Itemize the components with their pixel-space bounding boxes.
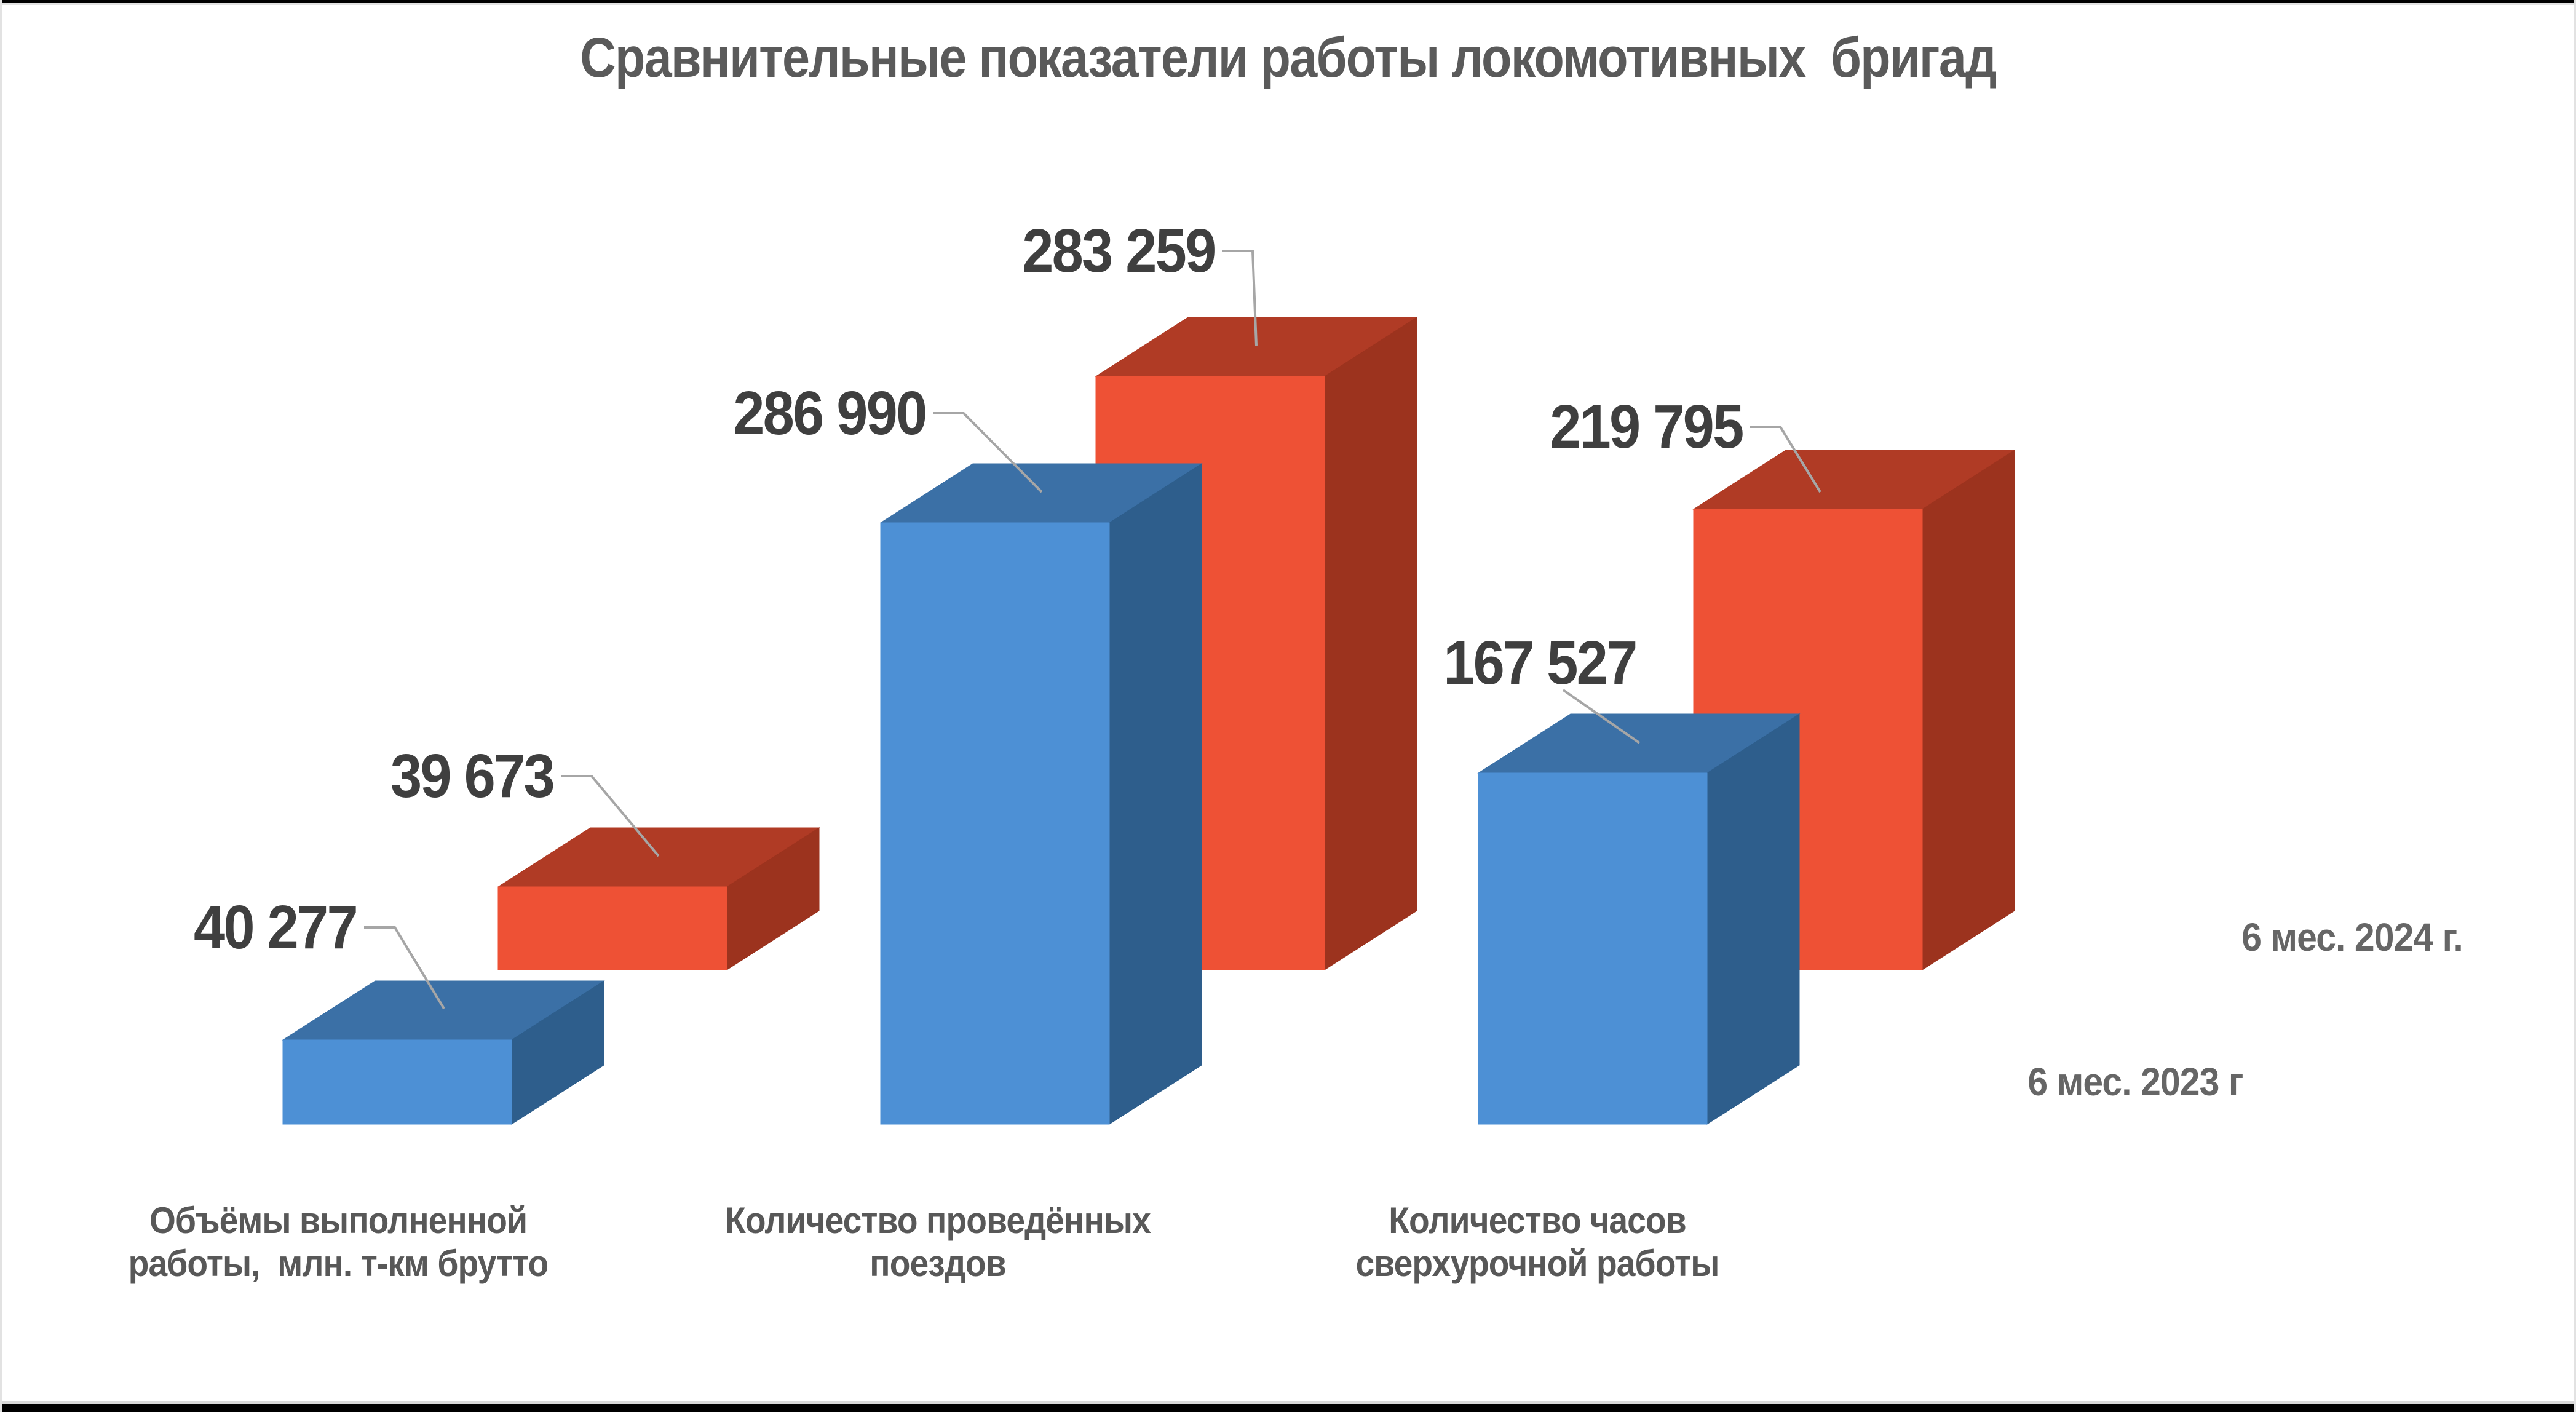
category-label-overtime: Количество часов сверхурочной работы bbox=[1141, 1199, 1933, 1285]
bar-2023-cat2-front-face bbox=[1478, 772, 1708, 1125]
category-label-volumes: Объёмы выполненной работы, млн. т-км бру… bbox=[0, 1199, 734, 1285]
value-leader-line bbox=[1222, 250, 1258, 346]
legend-2023-label: 6 мес. 2023 г bbox=[2027, 1060, 2243, 1104]
bar-2023-cat2-side-face bbox=[1706, 713, 1800, 1125]
chart-title: Сравнительные показатели работы локомоти… bbox=[580, 26, 1997, 89]
value-label-2023-cat0: 40 277 bbox=[194, 893, 359, 962]
value-label-2024-cat0: 39 673 bbox=[390, 742, 555, 811]
frame-border-top-inner bbox=[0, 3, 2576, 5]
category-label-line: поездов bbox=[870, 1243, 1006, 1284]
value-leader-line bbox=[1562, 689, 1641, 744]
frame-border-bottom-inner bbox=[0, 1401, 2576, 1404]
value-label-2024-cat1: 283 259 bbox=[1021, 216, 1216, 285]
category-label-line: Количество проведённых bbox=[725, 1200, 1151, 1241]
frame-border-bottom bbox=[0, 1404, 2576, 1412]
bar-2023-cat0-front-face bbox=[282, 1039, 512, 1125]
category-label-line: работы, млн. т-км брутто bbox=[128, 1243, 549, 1284]
bar-2024-cat1-side-face bbox=[1324, 317, 1417, 970]
value-label-2023-cat2: 167 527 bbox=[1443, 629, 1638, 697]
legend-2024-label: 6 мес. 2024 г. bbox=[2241, 915, 2463, 959]
value-leader-line bbox=[933, 412, 1043, 493]
value-leader-line bbox=[364, 926, 445, 1010]
value-label-2024-cat2: 219 795 bbox=[1549, 392, 1744, 461]
category-label-line: Количество часов bbox=[1389, 1200, 1686, 1241]
category-label-line: Объёмы выполненной bbox=[149, 1200, 528, 1241]
category-label-trains: Количество проведённых поездов bbox=[542, 1199, 1334, 1285]
category-label-line: сверхурочной работы bbox=[1355, 1243, 1720, 1284]
bar-2023-cat1-front-face bbox=[880, 522, 1110, 1125]
bar-2024-cat0-front-face bbox=[497, 886, 727, 970]
value-label-2023-cat1: 286 990 bbox=[732, 379, 927, 448]
frame-border-left bbox=[0, 0, 2, 1412]
frame-border-right bbox=[2574, 0, 2576, 1412]
value-leader-line bbox=[1750, 426, 1821, 493]
frame-border-top bbox=[0, 0, 2576, 3]
bar-2024-cat2-side-face bbox=[1922, 450, 2015, 970]
value-leader-line bbox=[561, 775, 660, 857]
bar-2023-cat1-side-face bbox=[1109, 463, 1202, 1125]
